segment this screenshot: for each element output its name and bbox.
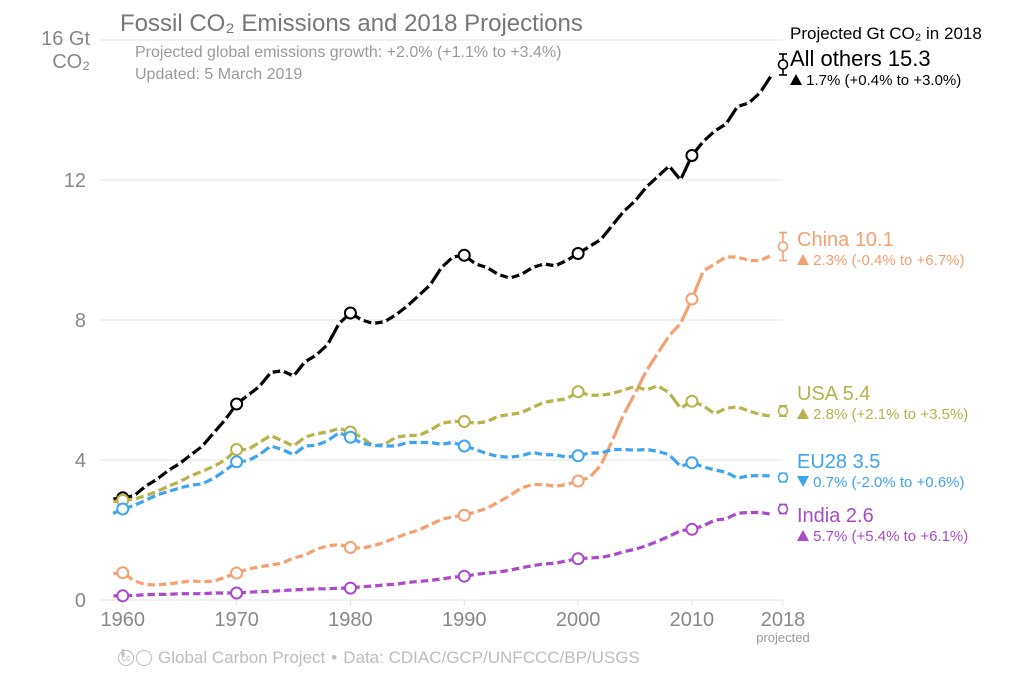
credits-project: Global Carbon Project — [158, 648, 325, 668]
legend-all-others-main: All others 15.3 — [790, 46, 961, 72]
legend-china-trend: 2.3% (-0.4% to +6.7%) — [797, 252, 965, 270]
triangle-up-icon — [797, 408, 809, 419]
legend-india-trend-text: 5.7% (+5.4% to +6.1%) — [809, 528, 968, 545]
series-india — [111, 513, 771, 596]
growth-note: Projected global emissions growth: +2.0%… — [135, 44, 561, 62]
svg-text:1990: 1990 — [442, 609, 487, 631]
credits-sep: • — [331, 648, 337, 668]
updated-note: Updated: 5 March 2019 — [135, 66, 302, 84]
legend-usa-trend-text: 2.8% (+2.1% to +3.5%) — [809, 406, 968, 423]
credits-sources: Data: CDIAC/GCP/UNFCCC/BP/USGS — [343, 648, 640, 668]
legend-india: India 2.6 5.7% (+5.4% to +6.1%) — [797, 504, 968, 546]
legend-header: Projected Gt CO₂ in 2018 — [790, 24, 982, 44]
credits: cc Global Carbon Project • Data: CDIAC/G… — [118, 648, 640, 668]
legend-eu28-main: EU28 3.5 — [797, 450, 965, 474]
svg-text:1970: 1970 — [214, 609, 259, 631]
svg-text:projected: projected — [756, 630, 809, 645]
triangle-up-icon — [797, 254, 809, 265]
legend-usa-main: USA 5.4 — [797, 382, 968, 406]
legend-china: China 10.1 2.3% (-0.4% to +6.7%) — [797, 228, 965, 270]
svg-text:2018: 2018 — [761, 609, 806, 631]
plot-svg: 0 4 8 12 1960 1970 1980 1990 2000 2010 2018project… — [0, 0, 1024, 683]
legend-china-trend-text: 2.3% (-0.4% to +6.7%) — [809, 252, 965, 269]
legend-all-others-trend: 1.7% (+0.4% to +3.0%) — [790, 72, 961, 90]
legend-all-others: All others 15.3 1.7% (+0.4% to +3.0%) — [790, 46, 961, 90]
legend-all-others-trend-text: 1.7% (+0.4% to +3.0%) — [802, 72, 961, 89]
svg-text:8: 8 — [75, 310, 86, 332]
triangle-up-icon — [790, 74, 802, 85]
svg-text:2010: 2010 — [670, 609, 715, 631]
svg-text:0: 0 — [75, 590, 86, 612]
y-axis-label-line1: 16 Gt — [30, 28, 90, 51]
cc-badge: cc — [118, 650, 152, 666]
svg-text:1960: 1960 — [101, 609, 146, 631]
triangle-up-icon — [797, 530, 809, 541]
legend-india-main: India 2.6 — [797, 504, 968, 528]
chart-root: 0 4 8 12 1960 1970 1980 1990 2000 2010 2018project… — [0, 0, 1024, 683]
svg-text:2000: 2000 — [556, 609, 601, 631]
legend-eu28-trend-text: 0.7% (-2.0% to +0.6%) — [809, 474, 965, 491]
svg-text:12: 12 — [64, 170, 86, 192]
legend-usa-trend: 2.8% (+2.1% to +3.5%) — [797, 406, 968, 424]
legend-eu28: EU28 3.5 0.7% (-2.0% to +0.6%) — [797, 450, 965, 492]
legend-eu28-trend: 0.7% (-2.0% to +0.6%) — [797, 474, 965, 492]
legend-china-main: China 10.1 — [797, 228, 965, 252]
y-axis-label-line2: CO₂ — [30, 51, 90, 74]
triangle-down-icon — [797, 476, 809, 487]
svg-text:1980: 1980 — [328, 609, 373, 631]
legend-india-trend: 5.7% (+5.4% to +6.1%) — [797, 528, 968, 546]
svg-text:4: 4 — [75, 450, 86, 472]
series-all-others — [111, 75, 771, 499]
cc-by-icon — [136, 650, 152, 666]
legend-usa: USA 5.4 2.8% (+2.1% to +3.5%) — [797, 382, 968, 424]
y-axis-label: 16 Gt CO₂ — [30, 28, 90, 74]
chart-title: Fossil CO₂ Emissions and 2018 Projection… — [120, 10, 583, 38]
